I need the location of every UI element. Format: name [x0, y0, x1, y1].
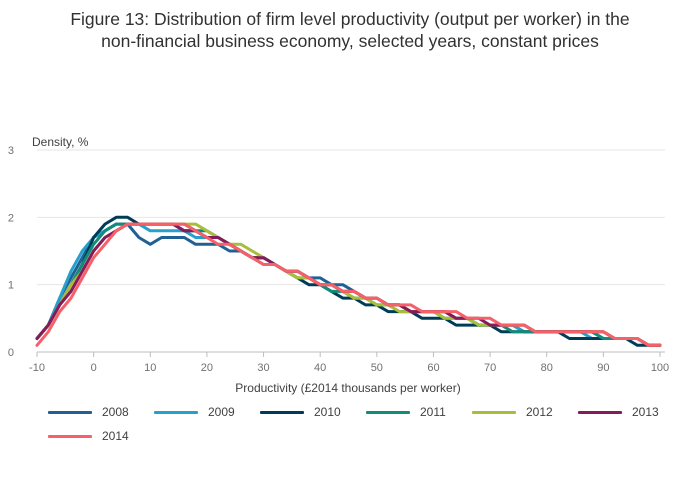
gridlines [37, 149, 665, 353]
x-tick-label: 70 [484, 362, 496, 374]
x-tick-label: -10 [29, 362, 45, 374]
legend-swatch [154, 410, 198, 414]
y-axis-ticks: 0 1 2 3 [8, 145, 14, 359]
legend-label: 2013 [632, 405, 659, 419]
legend-swatch [48, 410, 92, 414]
x-tick-label: 100 [651, 362, 669, 374]
x-tick-label: 40 [314, 362, 326, 374]
legend-swatch [260, 410, 304, 414]
legend-label: 2009 [208, 405, 235, 419]
y-tick-label: 1 [8, 280, 14, 292]
legend-item-2014[interactable]: 2014 [48, 429, 129, 443]
legend-item-2012[interactable]: 2012 [472, 405, 553, 419]
x-tick-label: 50 [371, 362, 383, 374]
series-line-2010[interactable] [35, 215, 662, 347]
series-lines [35, 215, 662, 347]
legend-item-2013[interactable]: 2013 [578, 405, 659, 419]
series-line-2014[interactable] [35, 222, 662, 347]
x-tick-label: 30 [257, 362, 269, 374]
y-tick-label: 2 [8, 212, 14, 224]
x-tick-label: 10 [144, 362, 156, 374]
y-tick-label: 3 [8, 145, 14, 157]
legend-label: 2008 [102, 405, 129, 419]
x-tick-label: 0 [91, 362, 97, 374]
legend-item-2009[interactable]: 2009 [154, 405, 235, 419]
chart-title-line-2: non-financial business economy, selected… [101, 31, 599, 51]
chart-title-line-1: Figure 13: Distribution of firm level pr… [70, 9, 630, 29]
y-tick-label: 0 [8, 347, 14, 359]
x-axis-ticks: -10 0 10 20 30 40 50 60 70 80 90 100 [29, 352, 669, 374]
chart-title: Figure 13: Distribution of firm level pr… [0, 8, 700, 52]
legend-label: 2014 [102, 429, 129, 443]
x-tick-label: 60 [427, 362, 439, 374]
legend-label: 2011 [420, 405, 446, 419]
y-axis-label: Density, % [32, 135, 89, 149]
x-tick-label: 20 [201, 362, 213, 374]
legend-swatch [578, 410, 622, 414]
legend-label: 2010 [314, 405, 341, 419]
x-tick-label: 80 [541, 362, 553, 374]
x-tick-label: 90 [597, 362, 609, 374]
legend-swatch [472, 410, 516, 414]
legend-label: 2012 [526, 405, 553, 419]
legend-swatch [48, 434, 92, 438]
x-axis-label: Productivity (£2014 thousands per worker… [235, 381, 460, 395]
legend-item-2010[interactable]: 2010 [260, 405, 341, 419]
legend-swatch [366, 410, 410, 414]
legend-item-2011[interactable]: 2011 [366, 405, 446, 419]
legend-item-2008[interactable]: 2008 [48, 405, 129, 419]
